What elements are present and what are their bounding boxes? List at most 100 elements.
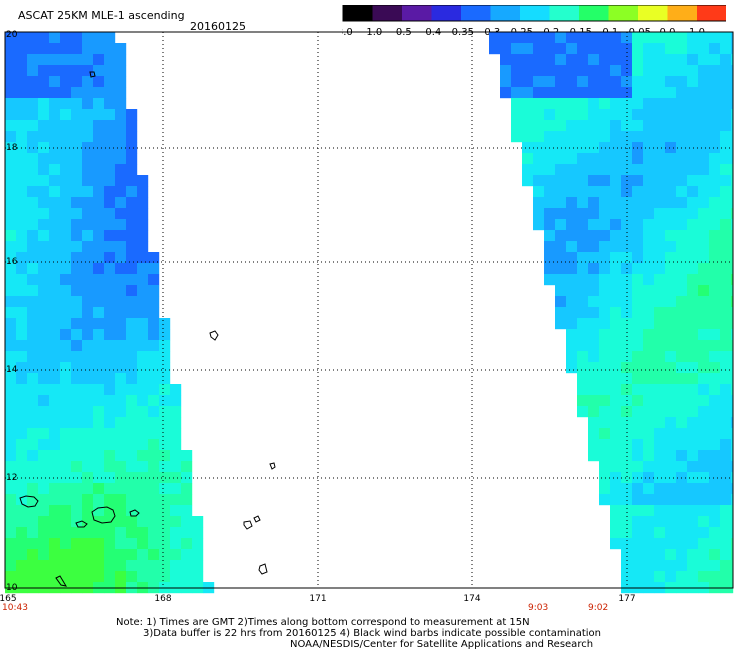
swath-cell [126, 417, 138, 429]
swath-cell [71, 252, 83, 264]
swath-cell [82, 186, 94, 198]
swath-cell [38, 241, 50, 253]
swath-cell [665, 87, 677, 99]
swath-cell [126, 538, 138, 550]
swath-cell [698, 175, 710, 187]
swath-cell [38, 142, 50, 154]
swath-cell [588, 208, 600, 220]
swath-cell [555, 241, 567, 253]
swath-cell [533, 186, 545, 198]
swath-cell [720, 32, 732, 44]
swath-cell [610, 483, 622, 495]
swath-cell [27, 43, 39, 55]
swath-cell [687, 219, 699, 231]
swath-cell [665, 120, 677, 132]
swath-cell [27, 197, 39, 209]
swath-cell [82, 340, 94, 352]
swath-cell [654, 428, 666, 440]
swath-cell [104, 560, 116, 572]
swath-cell [27, 120, 39, 132]
swath-cell [16, 219, 28, 231]
swath-cell [104, 417, 116, 429]
swath-cell [148, 560, 160, 572]
swath-cell [731, 351, 734, 363]
swath-cell [654, 296, 666, 308]
swath-cell [599, 153, 611, 165]
latitude-label: 16 [6, 257, 18, 267]
swath-cell [687, 186, 699, 198]
swath-cell [16, 450, 28, 462]
swath-cell [621, 384, 633, 396]
swath-cell [126, 549, 138, 561]
swath-cell [709, 197, 721, 209]
swath-cell [676, 175, 688, 187]
swath-cell [181, 571, 193, 583]
swath-cell [148, 318, 160, 330]
swath-cell [159, 351, 171, 363]
swath-cell [676, 527, 688, 539]
swath-cell [665, 505, 677, 517]
swath-cell [16, 274, 28, 286]
swath-cell [665, 76, 677, 88]
swath-cell [698, 395, 710, 407]
swath-cell [654, 109, 666, 121]
swath-cell [27, 131, 39, 143]
swath-cell [566, 274, 578, 286]
swath-cell [720, 164, 732, 176]
swath-cell [665, 428, 677, 440]
swath-cell [665, 362, 677, 374]
swath-cell [555, 208, 567, 220]
swath-cell [654, 197, 666, 209]
swath-cell [5, 318, 17, 330]
swath-cell [38, 263, 50, 275]
swath-cell [533, 175, 545, 187]
swath-cell [610, 131, 622, 143]
swath-cell [115, 516, 127, 528]
swath-cell [137, 560, 149, 572]
swath-cell [731, 417, 734, 429]
swath-cell [709, 428, 721, 440]
swath-cell [27, 406, 39, 418]
swath-cell [5, 560, 17, 572]
swath-cell [599, 120, 611, 132]
swath-cell [511, 109, 523, 121]
island-outline [258, 563, 268, 575]
swath-cell [643, 340, 655, 352]
swath-cell [192, 538, 204, 550]
swath-cell [621, 197, 633, 209]
swath-cell [665, 571, 677, 583]
swath-cell [687, 318, 699, 330]
swath-cell [621, 142, 633, 154]
swath-cell [60, 65, 72, 77]
swath-cell [566, 153, 578, 165]
swath-cell [577, 120, 589, 132]
swath-cell [148, 384, 160, 396]
swath-cell [654, 208, 666, 220]
swath-cell [599, 252, 611, 264]
swath-cell [709, 571, 721, 583]
swath-cell [82, 241, 94, 253]
swath-cell [137, 406, 149, 418]
map-frame [4, 31, 734, 589]
swath-cell [82, 208, 94, 220]
swath-cell [5, 373, 17, 385]
swath-cell [632, 307, 644, 319]
swath-cell [643, 98, 655, 110]
swath-cell [137, 571, 149, 583]
swath-cell [731, 263, 734, 275]
swath-cell [687, 274, 699, 286]
swath-cell [115, 373, 127, 385]
swath-cell [643, 527, 655, 539]
swath-cell [687, 450, 699, 462]
swath-cell [104, 439, 116, 451]
swath-cell [27, 494, 39, 506]
swath-cell [500, 32, 512, 44]
swath-cell [654, 131, 666, 143]
swath-cell [137, 274, 149, 286]
swath-cell [5, 340, 17, 352]
swath-cell [49, 274, 61, 286]
swath-cell [599, 98, 611, 110]
swath-cell [181, 461, 193, 473]
swath-cell [731, 340, 734, 352]
swath-cell [654, 285, 666, 297]
